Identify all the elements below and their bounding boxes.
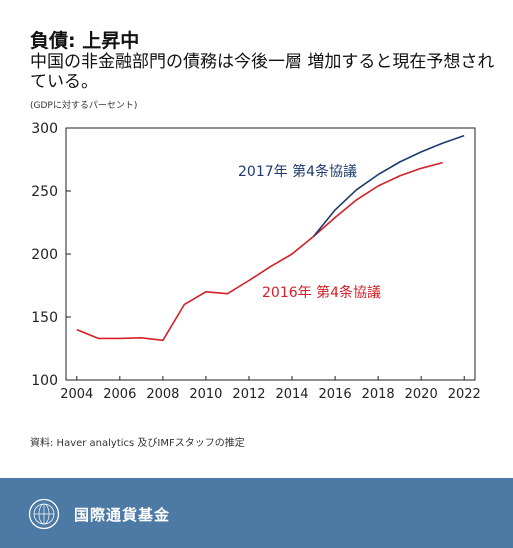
series-line-1 [312, 134, 465, 237]
y-tick-label: 250 [31, 184, 58, 200]
debt-line-chart: 100 150 200 250 300 2004 2006 2008 2010 2012 2014 2… [31, 121, 481, 402]
y-tick-label: 200 [31, 247, 58, 263]
series-label-0: 2016年 第4条協議 [262, 284, 381, 301]
chart-axes: 100 150 200 250 300 2004 2006 2008 2010 2012 2014 2… [31, 121, 481, 402]
x-tick-label: 2016 [319, 387, 352, 402]
y-tick-label: 300 [31, 121, 58, 137]
chart-subtitle: 中国の非金融部門の債務は今後一層 増加すると現在予想されている。 [30, 52, 495, 92]
y-tick-label: 100 [31, 373, 58, 389]
series-label-1: 2017年 第4条協議 [238, 163, 357, 180]
unit-label: (GDPに対するパーセント) [30, 101, 138, 111]
x-tick-label: 2012 [232, 387, 265, 402]
series-label-layer: 2016年 第4条協議 2017年 第4条協議 [238, 163, 381, 301]
x-tick-label: 2018 [362, 387, 395, 402]
series-line-0 [76, 161, 443, 342]
x-tick-label: 2008 [146, 387, 179, 402]
imf-seal-icon [28, 498, 60, 530]
org-name: 国際通貨基金 [74, 506, 171, 524]
footer-bar: 国際通貨基金 [0, 478, 513, 548]
chart-title: 負債: 上昇中 [30, 30, 140, 52]
x-tick-label: 2004 [60, 387, 93, 402]
x-tick-label: 2006 [103, 387, 136, 402]
series-layer [76, 134, 465, 342]
source-note: 資料: Haver analytics 及びIMFスタッフの推定 [30, 438, 245, 449]
x-tick-label: 2014 [275, 387, 308, 402]
x-tick-label: 2022 [448, 387, 481, 402]
y-tick-label: 150 [31, 310, 58, 326]
x-tick-label: 2010 [189, 387, 222, 402]
x-tick-label: 2020 [405, 387, 438, 402]
